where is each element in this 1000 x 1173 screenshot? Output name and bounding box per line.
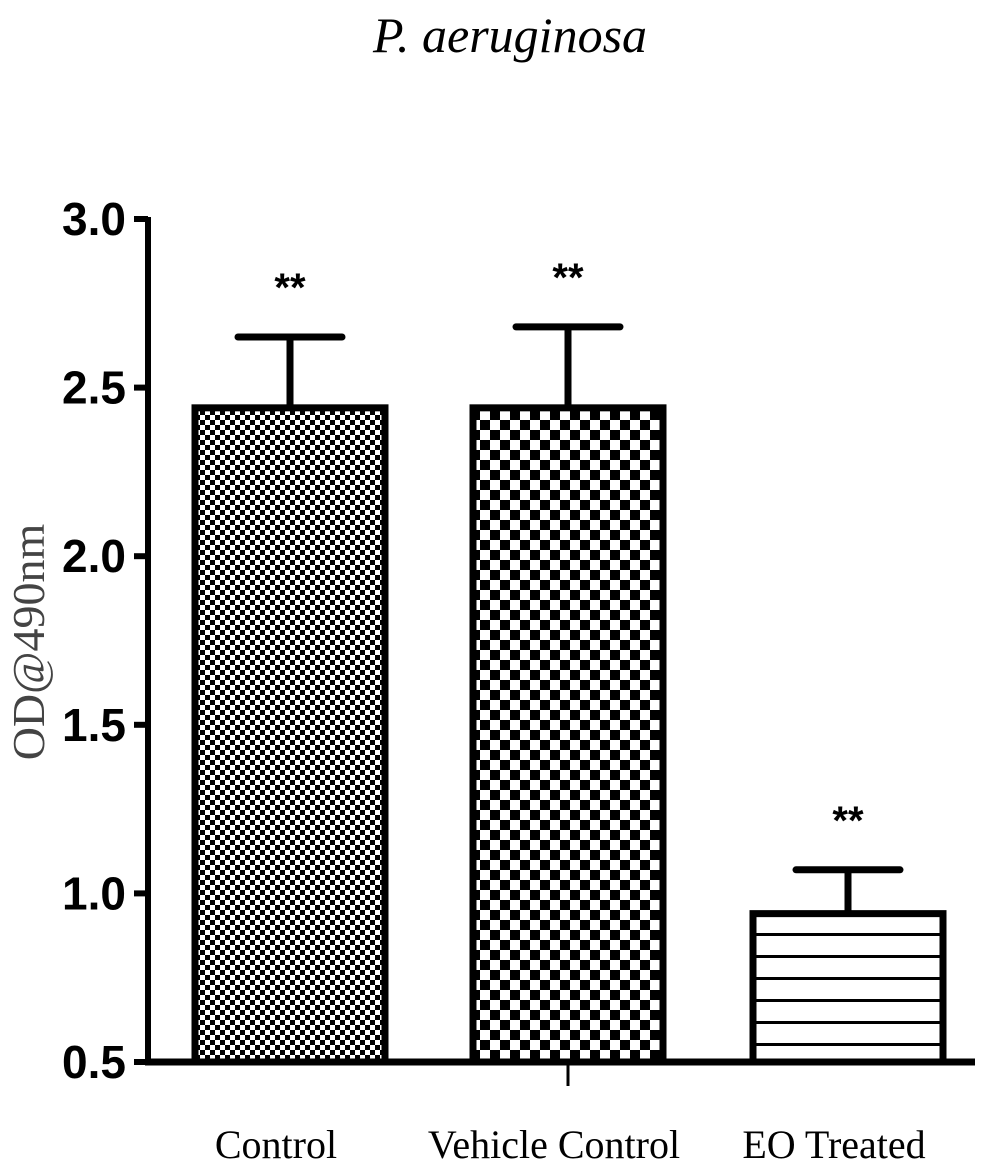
y-tick-label: 1.5 xyxy=(62,699,126,751)
chart-marks: 0.5 1.0 1.5 2.0 2.5 3.0 ** Control ** Vehicle Con… xyxy=(62,193,975,1167)
y-tick-label: 1.0 xyxy=(62,867,126,919)
chart-title: P. aeruginosa xyxy=(372,7,647,63)
bar xyxy=(191,404,389,1066)
significance-marker: ** xyxy=(832,799,864,843)
x-category-label: Vehicle Control xyxy=(428,1122,680,1167)
bar xyxy=(469,404,667,1066)
y-tick-label: 2.0 xyxy=(62,530,126,582)
bar xyxy=(749,910,947,1066)
x-category-label: EO Treated xyxy=(742,1122,925,1167)
significance-marker: ** xyxy=(274,266,306,310)
y-tick-label: 3.0 xyxy=(62,193,126,245)
y-tick-label: 0.5 xyxy=(62,1036,126,1088)
x-category-label: Control xyxy=(215,1122,337,1167)
y-axis-label: OD@490nm xyxy=(3,523,54,760)
significance-marker: ** xyxy=(552,256,584,300)
y-tick-label: 2.5 xyxy=(62,362,126,414)
